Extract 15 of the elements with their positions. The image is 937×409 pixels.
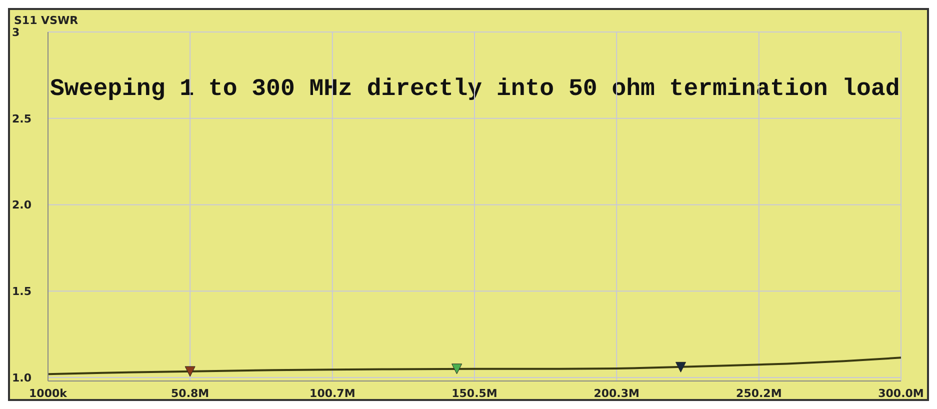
x-tick-label: 300.0M <box>878 386 924 400</box>
y-tick-label: 3 <box>12 26 20 39</box>
y-tick-label: 2.0 <box>12 198 32 212</box>
annotation: Sweeping 1 to 300 MHz directly into 50 ohm termination load <box>50 76 900 103</box>
x-tick-label: 1000k <box>29 386 68 400</box>
y-tick-label: 1.5 <box>12 285 32 298</box>
y-tick-label: 1.0 <box>12 371 32 384</box>
line-series <box>48 356 901 376</box>
y-axis-title: S11 VSWR <box>14 14 78 27</box>
x-tick-label: 50.8M <box>171 386 210 400</box>
x-tick-label: 150.5M <box>452 386 498 400</box>
x-tick-label: 250.2M <box>736 386 782 400</box>
y-tick-label: 2.5 <box>12 112 32 126</box>
x-tick-label: 100.7M <box>310 386 356 400</box>
x-tick-label: 200.3M <box>594 386 640 400</box>
